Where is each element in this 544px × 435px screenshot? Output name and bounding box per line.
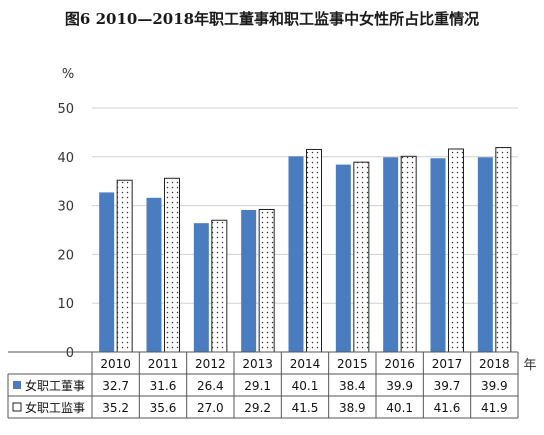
data-label: 29.2 — [244, 401, 271, 415]
bar-supervisor — [211, 219, 228, 353]
bars — [99, 147, 512, 353]
bar-supervisor — [495, 147, 512, 353]
bar-director — [335, 164, 351, 352]
x-tick-label: 2012 — [195, 357, 226, 371]
bar-supervisor — [258, 209, 275, 353]
data-label: 29.1 — [244, 379, 271, 393]
data-label: 41.6 — [434, 401, 461, 415]
data-label: 35.6 — [150, 401, 177, 415]
data-label: 35.2 — [102, 401, 129, 415]
x-tick-label: 2018 — [479, 357, 510, 371]
x-tick-label: 2017 — [432, 357, 463, 371]
y-tick-label: 0 — [66, 346, 74, 361]
bar-director — [146, 197, 162, 352]
y-tick-label: 20 — [57, 248, 74, 263]
x-tick-label: 2013 — [242, 357, 273, 371]
x-tick-label: 2016 — [384, 357, 415, 371]
data-label: 40.1 — [292, 379, 319, 393]
data-label: 39.9 — [481, 379, 508, 393]
data-label: 41.5 — [292, 401, 319, 415]
bar-director — [430, 158, 446, 352]
y-tick-label: 40 — [57, 151, 74, 166]
legend-key-supervisor — [12, 402, 22, 412]
x-tick-label: 2014 — [290, 357, 321, 371]
chart-title: 图6 2010—2018年职工董事和职工监事中女性所占比重情况 — [64, 10, 480, 28]
data-label: 39.9 — [386, 379, 413, 393]
data-label: 39.7 — [434, 379, 461, 393]
x-axis-unit: 年 — [523, 358, 536, 373]
bar-director — [99, 192, 115, 352]
legend-label: 女职工监事 — [25, 400, 85, 415]
bar-supervisor — [400, 155, 417, 353]
data-table: 2010 2011 2012 2013 2014 2015 2016 2017 2018 年女职工… — [7, 351, 537, 419]
data-label: 38.9 — [339, 401, 366, 415]
y-tick-label: 30 — [57, 200, 74, 215]
bar-supervisor — [116, 179, 133, 353]
bar-director — [383, 157, 399, 352]
data-label: 38.4 — [339, 379, 366, 393]
data-label: 40.1 — [386, 401, 413, 415]
data-label: 26.4 — [197, 379, 224, 393]
x-tick-label: 2010 — [100, 357, 131, 371]
y-tick-label: 50 — [57, 102, 74, 117]
gridlines — [92, 107, 518, 304]
legend-key-director — [13, 381, 21, 389]
data-label: 27.0 — [197, 401, 224, 415]
x-tick-label: 2015 — [337, 357, 368, 371]
bar-director — [241, 209, 257, 352]
x-tick-label: 2011 — [148, 357, 179, 371]
y-axis-unit: % — [62, 67, 74, 82]
bar-supervisor — [448, 148, 464, 353]
y-axis: 0 10 20 30 40 50% — [57, 67, 74, 361]
data-label: 41.9 — [481, 401, 508, 415]
bar-supervisor — [306, 148, 322, 353]
bar-director — [477, 157, 493, 352]
bar-director — [288, 156, 304, 352]
y-tick-label: 10 — [57, 297, 74, 312]
bar-supervisor — [164, 177, 180, 353]
data-label: 31.6 — [150, 379, 177, 393]
bar-director — [193, 223, 209, 352]
legend-label: 女职工董事 — [25, 378, 85, 393]
bar-supervisor — [353, 161, 370, 353]
data-label: 32.7 — [102, 379, 129, 393]
